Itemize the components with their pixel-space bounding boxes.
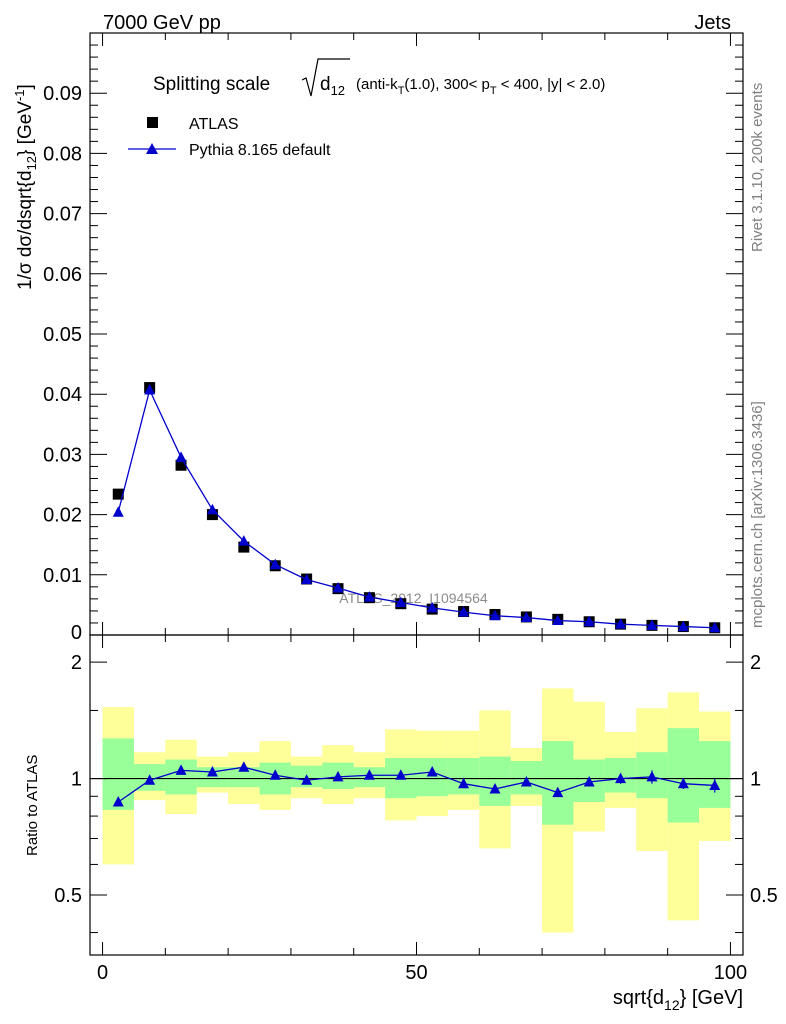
pythia-point (112, 506, 124, 517)
title-sqrt-term: d12 (320, 74, 345, 98)
pythia-point (301, 573, 313, 585)
pythia-point (709, 621, 721, 633)
ratio-y-tick-label-right: 1 (750, 769, 761, 791)
ratio-y-tick-label-right: 2 (750, 652, 761, 674)
x-tick-label: 50 (405, 962, 427, 984)
ratio-stat-band (228, 767, 260, 788)
pythia-point (144, 383, 156, 395)
ratio-stat-band (416, 758, 448, 797)
ratio-point (238, 761, 250, 772)
ratio-point (615, 772, 627, 784)
ratio-xlabel: sqrt{d12} [GeV] (613, 987, 743, 1013)
legend: ATLAS Pythia 8.165 default (128, 116, 331, 159)
ratio-point (520, 775, 532, 787)
main-frame (89, 32, 744, 636)
ratio-line (117, 766, 715, 803)
main-y-tick-label: 0.06 (43, 264, 82, 286)
ratio-point (489, 782, 501, 794)
ratio-point (552, 786, 564, 798)
ratio-point (709, 779, 721, 790)
pythia-point (677, 620, 689, 632)
ratio-y-tick-label-left: 2 (71, 652, 82, 674)
ratio-stat-band (667, 728, 700, 823)
pythia-point (583, 615, 595, 627)
pythia-line (117, 388, 715, 629)
main-ylabel: 1/σ dσ/dsqrt{d12} [GeV-1] (12, 84, 39, 290)
atlas-point (238, 541, 250, 553)
sqrt-sign (301, 58, 350, 97)
pythia-point (363, 591, 375, 602)
ratio-y-tick-label-left: 1 (71, 769, 82, 791)
ratio-point (583, 775, 595, 787)
main-y-tick-label: 0.08 (43, 143, 82, 165)
mcplots-label: mcplots.cern.ch [arXiv:1306.3436] (749, 401, 766, 628)
energy-label: 7000 GeV pp (103, 12, 221, 34)
pythia-point (520, 611, 532, 623)
plot-title: Splitting scale (153, 74, 270, 95)
main-y-tick-label: 0.04 (43, 384, 82, 406)
ratio-stat-band (699, 741, 731, 808)
pythia-point (646, 619, 658, 630)
legend-pythia-label: Pythia 8.165 default (189, 142, 331, 159)
atlas-point (112, 488, 124, 500)
ratio-stat-band (447, 758, 480, 795)
ratio-point (426, 765, 438, 777)
pythia-point (615, 618, 627, 629)
ratio-y-tick-label-right: 0.5 (750, 885, 778, 907)
main-panel: ATLAS_2012_I1094564 0 0.01 0.02 0.03 0.04 0.0… (12, 32, 744, 644)
pythia-point (238, 535, 250, 546)
main-y-tick-label: 0.01 (43, 565, 82, 587)
rivet-label: Rivet 3.1.10, 200k events (749, 83, 766, 252)
legend-pythia-marker (146, 143, 158, 154)
ratio-ylabel: Ratio to ATLAS (24, 755, 41, 856)
pythia-point (206, 503, 218, 515)
pythia-point (175, 451, 187, 462)
ratio-panel: 0 50 100 0.5 0.5 1 1 2 2 Ratio to ATLAS sqrt{d12… (24, 634, 778, 1013)
process-label: Jets (694, 12, 731, 34)
legend-atlas-label: ATLAS (189, 116, 239, 133)
ratio-point (363, 769, 375, 780)
main-y-tick-label: 0 (71, 622, 82, 644)
x-tick-label: 100 (714, 962, 747, 984)
x-tick-label: 0 (97, 962, 108, 984)
pythia-point (332, 582, 344, 593)
pythia-point (552, 614, 564, 626)
ratio-point (646, 770, 658, 782)
ratio-stat-band (479, 756, 511, 806)
ratio-point (458, 777, 470, 789)
ratio-point (175, 764, 187, 775)
ratio-point (677, 777, 689, 789)
atlas-point (206, 509, 218, 521)
main-y-tick-label: 0.02 (43, 505, 82, 527)
ratio-y-tick-label-left: 0.5 (54, 885, 82, 907)
ratio-point (332, 770, 344, 782)
pythia-point (395, 596, 407, 607)
legend-atlas-marker (147, 117, 158, 128)
pythia-point (426, 601, 438, 613)
pythia-point (458, 606, 470, 617)
ratio-point (301, 774, 313, 785)
ratio-stat-band (542, 741, 574, 825)
pythia-point (269, 558, 281, 570)
ratio-frame (89, 634, 744, 956)
ratio-point (112, 795, 124, 807)
atlas-point (175, 459, 187, 471)
ratio-point (206, 765, 218, 777)
analysis-watermark: ATLAS_2012_I1094564 (339, 590, 488, 606)
main-y-tick-label: 0.03 (43, 444, 82, 466)
pythia-point (489, 609, 501, 621)
ratio-point (395, 769, 407, 780)
main-y-tick-label: 0.05 (43, 324, 82, 346)
main-y-tick-label: 0.07 (43, 204, 82, 226)
ratio-point (144, 774, 156, 785)
ratio-point (269, 769, 281, 780)
title-cuts: (anti-kT(1.0), 300< pT < 400, |y| < 2.0) (356, 76, 605, 97)
main-y-tick-label: 0.09 (43, 83, 82, 105)
